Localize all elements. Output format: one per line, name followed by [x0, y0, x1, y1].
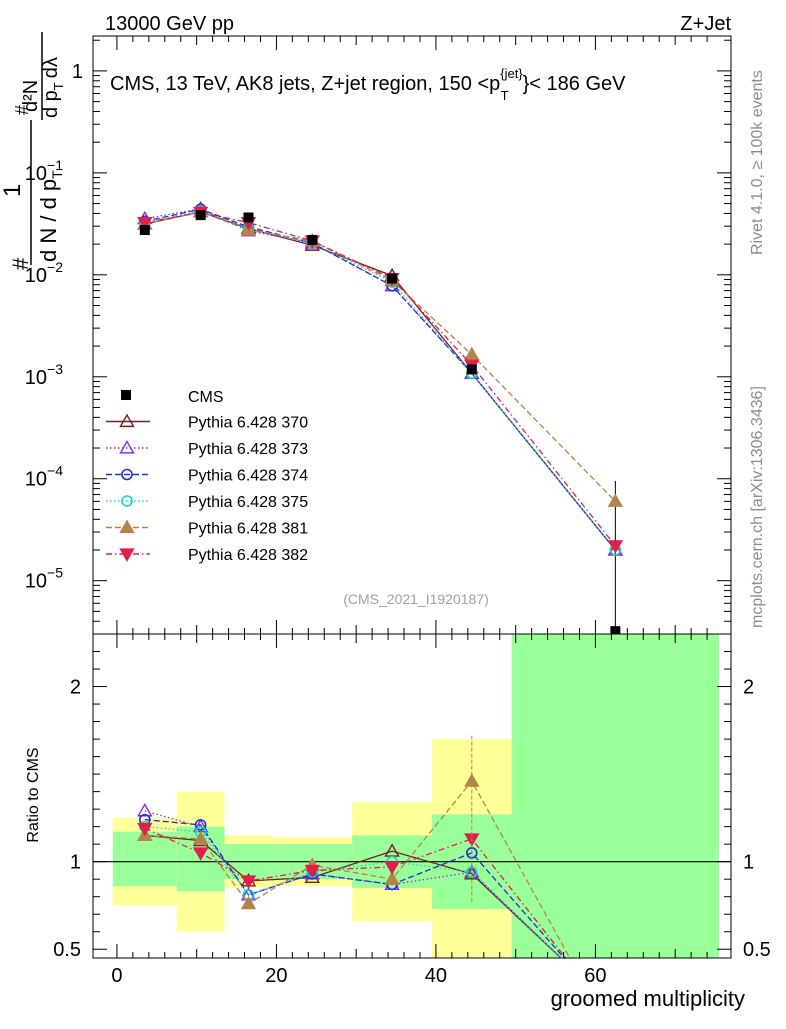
main-ytick-base: 10 [25, 571, 47, 593]
legend-cms-marker [121, 390, 131, 400]
legend: CMS Pythia 6.428 370 Pythia 6.428 373 Pythi… [106, 389, 308, 564]
mc-marker-ratio [137, 822, 153, 837]
ratio-ytick-label-right: 1 [743, 852, 754, 874]
mc-marker-ratio [464, 866, 480, 880]
mc-marker-ratio [240, 895, 257, 910]
ratio-ytick-label: 1 [70, 852, 81, 874]
legend-label: Pythia 6.428 381 [188, 521, 308, 538]
main-ytick-label: 10−3 [25, 361, 63, 389]
ratio-ytick-label: 0.5 [53, 939, 81, 961]
legend-marker [119, 413, 135, 428]
ratio-band-inner [511, 634, 720, 958]
ylabel-bottom-denominator-tail: dλ [40, 57, 62, 78]
ylabel-bottom-denominator-sub: T [51, 82, 66, 90]
main-frame [92, 35, 732, 635]
mc-marker-ratio [384, 871, 400, 885]
legend-marker [121, 468, 133, 481]
cms-data-point [243, 212, 254, 223]
mc-marker-main [464, 346, 480, 361]
cms-data-point [387, 273, 398, 284]
mc-marker-main [607, 540, 624, 554]
main-ylabel: # 1 d N / d pT # d²N d pTdλ [0, 32, 66, 270]
main-ytick-label: 10−2 [25, 259, 63, 287]
main-panel: 110−110−210−310−410−5 [25, 35, 732, 637]
xtick-label-front: 40 [425, 965, 447, 987]
ratio-frame [92, 633, 732, 959]
main-ytick-label: 1 [72, 61, 83, 83]
mc-marker-main [607, 493, 624, 507]
mc-marker-ratio [137, 802, 153, 817]
legend-label: Pythia 6.428 382 [188, 547, 308, 564]
rivet-version-label: Rivet 4.1.0, ≥ 100k events [749, 70, 766, 255]
cms-data-point [610, 626, 621, 637]
main-ytick-base: 10 [25, 265, 47, 287]
energy-label: 13000 GeV pp [105, 13, 234, 35]
cms-data-point [195, 210, 206, 221]
ylabel-bottom-numerator: d²N [20, 80, 42, 112]
mc-marker-ratio [192, 830, 209, 845]
main-ytick-base: 10 [25, 367, 47, 389]
legend-label: Pythia 6.428 370 [188, 415, 308, 432]
chart-title-sup: {jet} [500, 66, 523, 81]
xtick-label-front: 20 [265, 965, 287, 987]
ylabel-top-denominator: d N / d pT [36, 170, 65, 262]
mc-marker-ratio [192, 847, 209, 861]
mc-marker-ratio [384, 861, 400, 875]
legend-marker [121, 495, 133, 507]
ratio-ytick-label-right: 0.5 [743, 939, 771, 961]
ylabel-bottom-denominator: d pTdλ [40, 57, 66, 118]
ylabel-bottom-denominator-main: d p [40, 90, 62, 118]
main-ytick-base: 10 [25, 469, 47, 491]
process-label: Z+Jet [680, 13, 731, 35]
legend-label: Pythia 6.428 374 [188, 468, 308, 485]
legend-label: Pythia 6.428 375 [188, 494, 308, 511]
ratio-ylabel: Ratio to CMS [25, 747, 42, 842]
legend-cms-label: CMS [188, 389, 224, 406]
xlabel: groomed multiplicity [551, 986, 745, 1011]
legend-marker [119, 440, 135, 454]
mc-marker-ratio [194, 819, 207, 831]
chart-title-main: CMS, 13 TeV, AK8 jets, Z+jet region, 150… [110, 73, 500, 95]
chart-title-sub: T [501, 88, 509, 103]
mcplots-site-label: mcplots.cern.ch [arXiv:1306.3436] [749, 386, 766, 628]
main-ytick-exponent: −1 [47, 157, 63, 173]
analysis-watermark: (CMS_2021_I1920187) [343, 591, 489, 607]
cms-data-point [307, 234, 318, 245]
ylabel-top-numerator: 1 [0, 184, 26, 197]
ratio-mask [93, 959, 731, 1019]
main-ytick-exponent: −5 [47, 565, 63, 581]
main-ytick-label: 10−5 [25, 565, 63, 593]
mc-marker-ratio [240, 875, 257, 889]
main-ytick-exponent: −2 [47, 259, 63, 275]
ratio-ytick-label: 2 [70, 677, 81, 699]
cms-data-point [466, 364, 477, 375]
main-ytick-exponent: −4 [47, 463, 63, 479]
ratio-ytick-label-right: 2 [743, 677, 754, 699]
main-ytick-exponent: −3 [47, 361, 63, 377]
xtick-label-front: 0 [111, 965, 122, 987]
main-ytick-label: 10−4 [25, 463, 63, 491]
ylabel-hash-2: # [12, 105, 32, 115]
ylabel-top-denominator-sub: T [49, 170, 65, 179]
cms-data-point [139, 225, 150, 236]
ylabel-top-denominator-main: d N / d p [36, 179, 61, 262]
mc-marker-ratio [304, 864, 321, 879]
xtick-label-front: 60 [584, 965, 606, 987]
legend-label: Pythia 6.428 373 [188, 441, 308, 458]
chart-title-tail: }< 186 GeV [523, 73, 627, 95]
legend-marker [119, 519, 135, 534]
mc-marker-main [137, 217, 153, 231]
legend-marker [119, 548, 135, 562]
chart-title: CMS, 13 TeV, AK8 jets, Z+jet region, 150… [110, 66, 626, 103]
ylabel-hash-1: # [8, 257, 33, 270]
